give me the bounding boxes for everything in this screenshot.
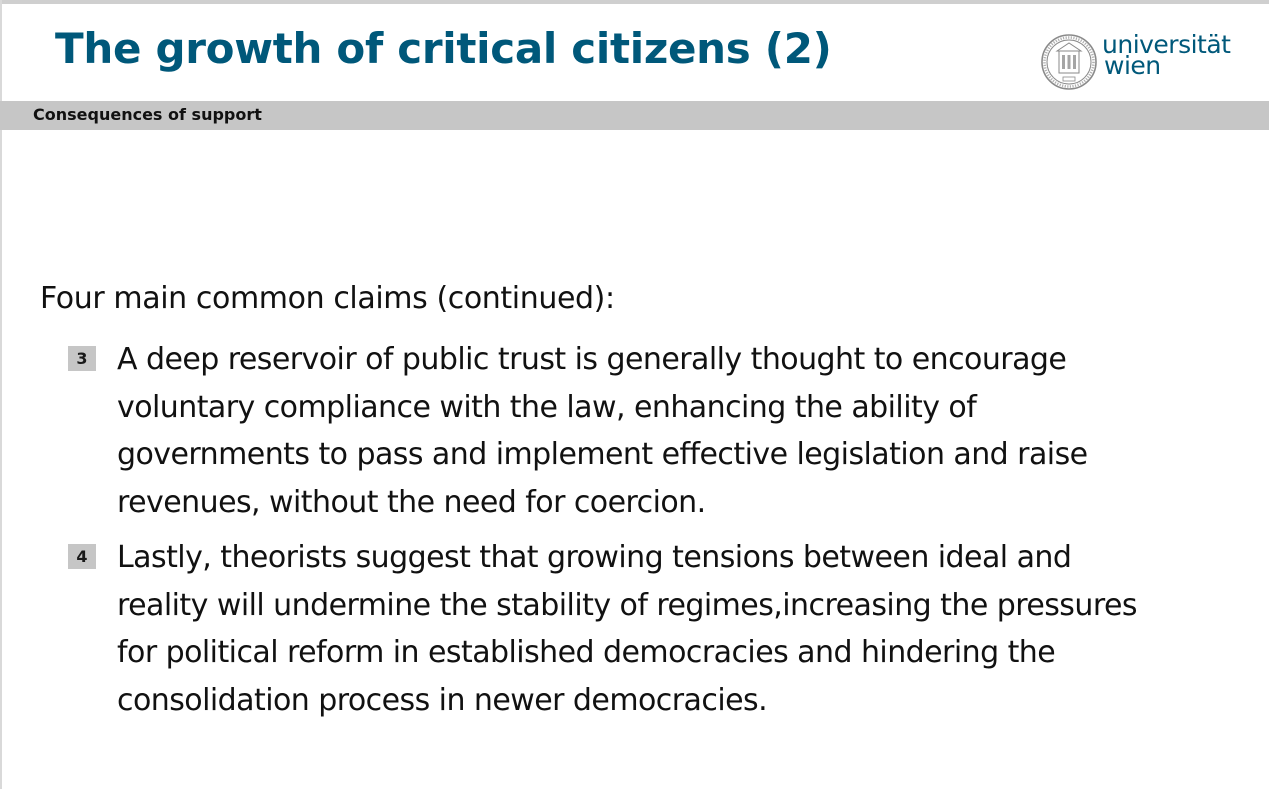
claim-text: A deep reservoir of public trust is gene… [117,336,1237,526]
claim-text: Lastly, theorists suggest that growing t… [117,534,1237,724]
claim-number-badge: 3 [68,346,96,371]
claim-text-line: A deep reservoir of public trust is gene… [117,342,1067,377]
logo-text-wien: wien [1104,51,1161,80]
claim-text-line: for political reform in established demo… [117,635,1056,670]
subtitle-bar: Consequences of support [0,101,1269,130]
slide-subtitle: Consequences of support [33,105,262,124]
left-border [0,0,2,789]
claim-text-line: governments to pass and implement effect… [117,437,1088,472]
claim-text-line: consolidation process in newer democraci… [117,682,768,718]
claim-text-line: reality will undermine the stability of … [117,587,1138,623]
university-logo: universität wien [1040,30,1240,93]
logo-text-universitaet: universität [1102,30,1231,59]
slide-title: The growth of critical citizens (2) [55,24,832,73]
claim-text-line: Lastly, theorists suggest that growing t… [117,540,1072,575]
intro-text: Four main common claims (continued): [40,281,615,316]
claim-text-line: voluntary compliance with the law, enhan… [117,389,977,425]
top-border [0,0,1269,4]
university-seal-icon [1041,34,1097,90]
claim-text-line: revenues, without the need for coercion. [117,484,706,520]
claim-number-badge: 4 [68,544,96,569]
